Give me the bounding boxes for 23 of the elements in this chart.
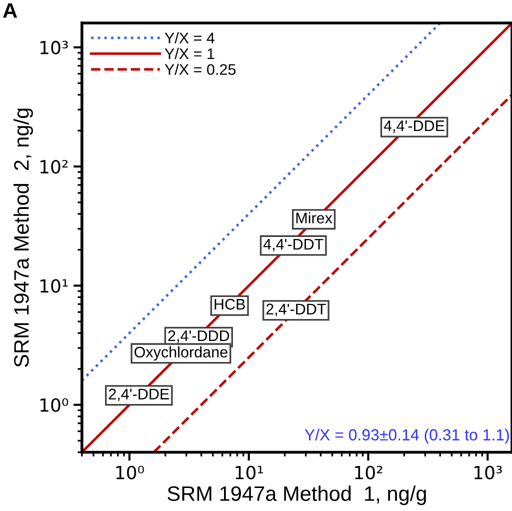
legend-label: Y/X = 1 (164, 48, 214, 60)
annotation: Oxychlordane (134, 346, 228, 361)
annotation: 2,4'-DDD (168, 330, 230, 344)
legend-label: Y/X = 4 (164, 32, 215, 44)
y-tick-label: 10² (40, 160, 68, 174)
annotation: 2,4'-DDT (266, 304, 326, 316)
annotation: Mirex (296, 212, 332, 224)
y-tick-label: 10¹ (40, 279, 68, 293)
x-axis-title: SRM 1947a Method 1, ng/g (168, 486, 426, 506)
x-tick-label: 10² (355, 466, 382, 480)
x-tick-label: 10¹ (236, 466, 263, 480)
y-tick-label: 10³ (40, 40, 68, 54)
text: A (3, 3, 18, 18)
x-tick-label: 10³ (474, 466, 502, 480)
annotation: 2,4'-DDE (108, 388, 169, 402)
annotation: Y/X = 0.93±0.14 (0.31 to 1.1) (304, 428, 509, 444)
annotation: HCB (214, 298, 245, 310)
y-axis-title: SRM 1947a Method 2, ng/g (14, 108, 33, 367)
annotation: 4,4'-DDE (384, 120, 444, 134)
x-tick-label: 10⁰ (116, 466, 144, 480)
y-tick-label: 10⁰ (40, 398, 68, 412)
annotation: 4,4'-DDT (263, 238, 324, 252)
legend-label: Y/X = 0.25 (164, 64, 236, 75)
